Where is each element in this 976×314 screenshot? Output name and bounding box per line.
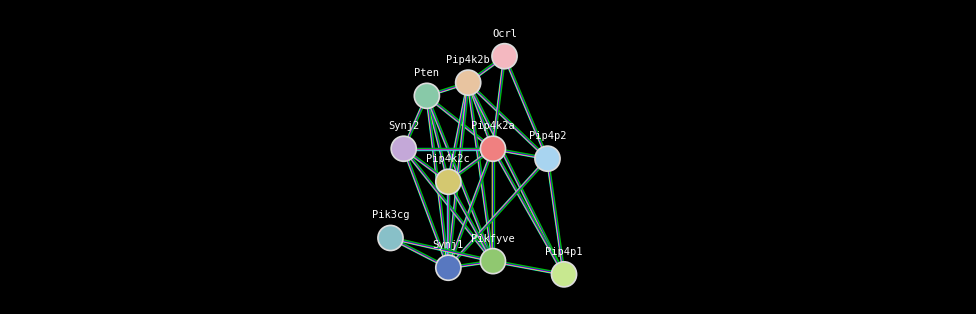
Circle shape [440,174,457,190]
Text: Ocrl: Ocrl [492,29,517,39]
Circle shape [540,150,555,167]
Circle shape [414,83,439,108]
Circle shape [497,48,512,64]
Text: Pikfyve: Pikfyve [471,234,514,244]
Circle shape [485,141,501,157]
Circle shape [480,249,506,274]
Circle shape [485,253,501,269]
Circle shape [395,141,412,157]
Text: Pik3cg: Pik3cg [372,210,409,220]
Circle shape [535,146,560,171]
Text: Pip4k2b: Pip4k2b [446,55,490,65]
Text: Synj1: Synj1 [432,240,464,250]
Circle shape [480,136,506,161]
Circle shape [551,262,577,287]
Circle shape [556,266,572,283]
Text: Pip4p2: Pip4p2 [529,131,566,141]
Circle shape [456,70,481,95]
Text: Pip4p1: Pip4p1 [546,247,583,257]
Circle shape [440,260,457,276]
Circle shape [419,88,435,104]
Text: Pip4k2a: Pip4k2a [471,121,514,131]
Circle shape [435,169,461,194]
Text: Pten: Pten [415,68,439,78]
Circle shape [383,230,398,246]
Circle shape [378,225,403,251]
Text: Synj2: Synj2 [388,121,420,131]
Circle shape [492,44,517,69]
Circle shape [435,255,461,280]
Circle shape [460,74,476,91]
Text: Pip4k2c: Pip4k2c [427,154,470,164]
Circle shape [391,136,417,161]
